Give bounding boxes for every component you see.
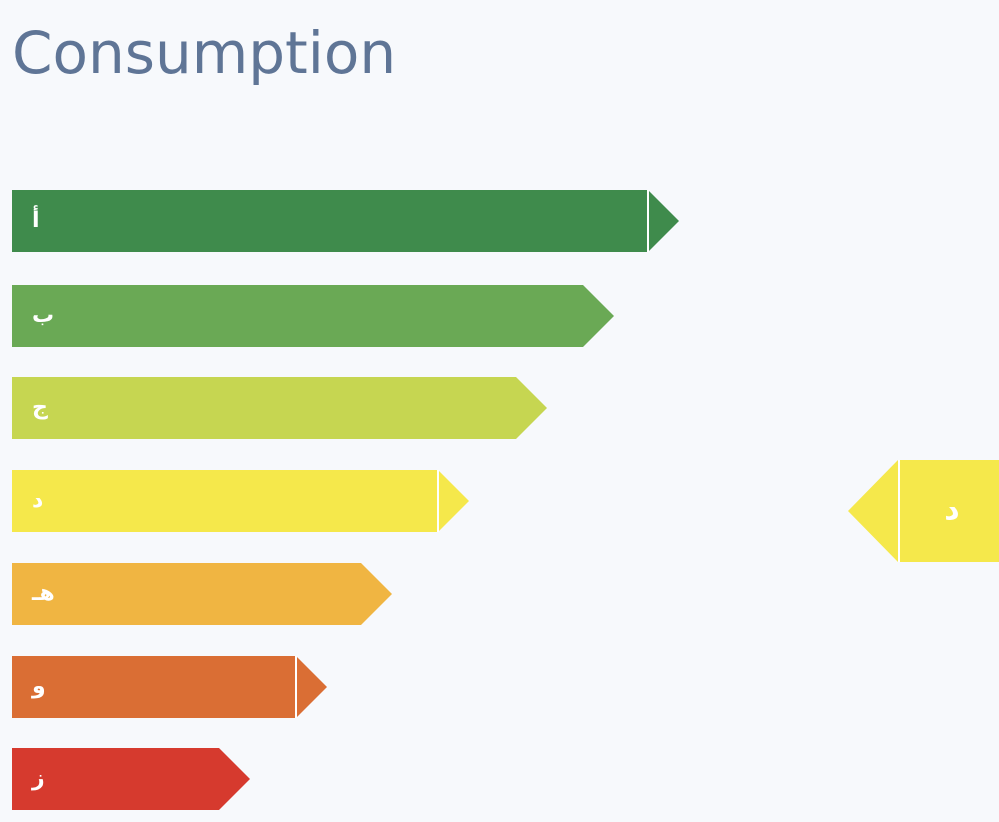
bar-label: ز	[31, 766, 45, 791]
rating-bar: ب	[12, 285, 614, 347]
indicator-label: د	[944, 493, 959, 528]
current-rating-indicator: د	[848, 460, 999, 562]
rating-bar: ز	[12, 748, 250, 810]
bar-shape	[12, 285, 614, 347]
bar-shape	[12, 470, 469, 532]
bar-shape	[12, 656, 327, 718]
rating-bar: هـ	[12, 563, 392, 625]
bar-label: و	[31, 674, 46, 699]
bar-shape	[12, 563, 392, 625]
bar-label: هـ	[31, 581, 55, 606]
bar-label: أ	[32, 204, 40, 233]
bar-label: د	[32, 488, 43, 513]
rating-bar: د	[12, 470, 469, 532]
bar-label: ب	[32, 303, 54, 328]
bar-shape	[12, 748, 250, 810]
bar-shape	[12, 190, 679, 252]
rating-bar: ج	[12, 377, 547, 439]
bar-shape	[12, 377, 547, 439]
rating-bar: و	[12, 656, 327, 718]
bar-label: ج	[32, 395, 48, 420]
rating-bar: أ	[12, 190, 679, 252]
indicator-shape	[848, 460, 999, 562]
title: Consumption	[12, 19, 396, 87]
